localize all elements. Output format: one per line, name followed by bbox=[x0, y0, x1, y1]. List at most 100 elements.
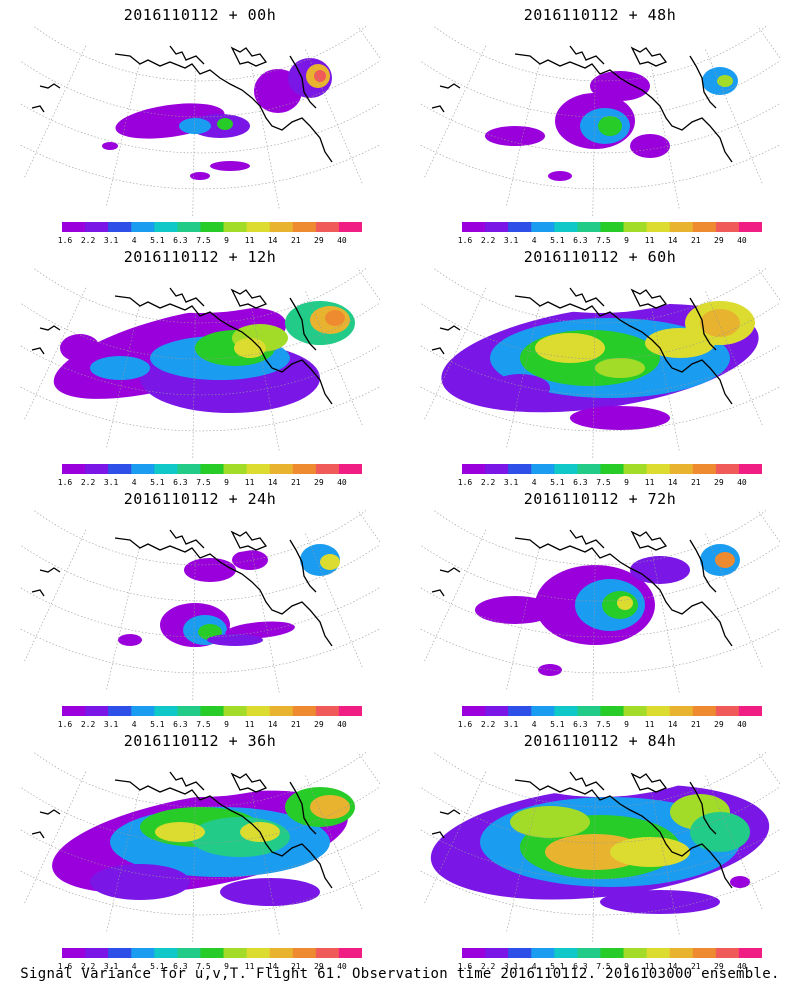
colorbar-tick-label: 7.5 bbox=[196, 720, 211, 729]
latitude-line bbox=[420, 144, 780, 190]
colorbar-swatch bbox=[338, 222, 362, 232]
colorbar-swatch bbox=[738, 948, 762, 958]
colorbar-ticks: 1.6 2.2 3.1 4 5.1 6.3 7.5 9 11 14 21 29 40 bbox=[58, 478, 362, 488]
colorbar-swatch bbox=[508, 948, 532, 958]
meridian-line bbox=[757, 268, 780, 301]
variance-contour bbox=[600, 890, 720, 914]
colorbar-tick-label: 2.2 bbox=[480, 720, 496, 729]
panel-title: 2016110112 + 12h bbox=[123, 248, 277, 266]
colorbar-swatch bbox=[462, 706, 486, 716]
colorbar-tick-label: 40 bbox=[337, 236, 347, 245]
colorbar-swatch bbox=[246, 464, 271, 474]
colorbar-tick-label: 9 bbox=[624, 720, 629, 729]
colorbar-tick-label: 21 bbox=[290, 720, 301, 729]
colorbar-tick-label: 6.3 bbox=[173, 962, 188, 971]
colorbar-tick-label: 40 bbox=[737, 962, 747, 971]
colorbar-swatch bbox=[554, 706, 578, 716]
colorbar-swatch bbox=[669, 464, 694, 474]
latitude-line bbox=[20, 628, 380, 674]
colorbar-tick-label: 3.1 bbox=[103, 962, 119, 971]
colorbar-swatch bbox=[338, 948, 362, 958]
colorbar-swatch bbox=[62, 464, 86, 474]
colorbar-swatch bbox=[623, 948, 648, 958]
colorbar-tick-label: 2.2 bbox=[80, 478, 96, 487]
colorbar-ticks: 1.6 2.2 3.1 4 5.1 6.3 7.5 9 11 14 21 29 40 bbox=[458, 962, 762, 972]
colorbar-swatch bbox=[200, 706, 225, 716]
colorbar-swatch bbox=[692, 706, 717, 716]
meridian-line bbox=[757, 26, 780, 59]
colorbar-tick-label: 29 bbox=[714, 478, 724, 487]
map-plot bbox=[20, 510, 380, 700]
panel-12h: 2016110112 + 12h 1.6 2.2 3.1 4 5.1 6.3 7.5 9 11 1… bbox=[10, 242, 390, 492]
colorbar-tick-label: 3.1 bbox=[103, 478, 119, 487]
signal-field bbox=[475, 544, 740, 676]
colorbar-swatch bbox=[246, 706, 271, 716]
variance-contour bbox=[118, 634, 142, 646]
variance-contour bbox=[690, 812, 750, 852]
colorbar-tick-label: 1.6 bbox=[457, 962, 473, 971]
meridian-line bbox=[357, 268, 380, 301]
coastline bbox=[31, 287, 333, 405]
colorbar-swatch bbox=[554, 948, 578, 958]
colorbar-tick-label: 11 bbox=[244, 478, 255, 487]
map-plot bbox=[420, 510, 780, 700]
variance-contour bbox=[730, 876, 750, 888]
colorbar-swatch bbox=[485, 706, 509, 716]
colorbar-tick-label: 14 bbox=[267, 236, 278, 245]
colorbar-swatch bbox=[269, 222, 294, 232]
colorbar-tick-label: 5.1 bbox=[150, 962, 165, 971]
colorbar-swatch bbox=[646, 706, 671, 716]
variance-contour bbox=[320, 554, 340, 570]
colorbar-swatch bbox=[600, 706, 625, 716]
signal-field bbox=[53, 301, 355, 413]
colorbar-tick-label: 21 bbox=[290, 962, 301, 971]
colorbar-tick-label: 4 bbox=[531, 236, 537, 245]
colorbar-swatch bbox=[462, 948, 486, 958]
coastline bbox=[31, 529, 333, 647]
colorbar-tick-label: 6.3 bbox=[573, 962, 588, 971]
variance-contour bbox=[490, 374, 550, 402]
colorbar-tick-label: 9 bbox=[624, 236, 629, 245]
colorbar-tick-label: 2.2 bbox=[480, 478, 496, 487]
colorbar-tick-label: 4 bbox=[531, 962, 537, 971]
colorbar-swatch bbox=[315, 464, 340, 474]
colorbar-tick-label: 5.1 bbox=[550, 962, 565, 971]
colorbar-tick-label: 11 bbox=[644, 962, 655, 971]
colorbar-tick-label: 11 bbox=[644, 720, 655, 729]
colorbar-tick-label: 29 bbox=[714, 720, 724, 729]
colorbar-tick-label: 6.3 bbox=[173, 478, 188, 487]
colorbar-ticks: 1.6 2.2 3.1 4 5.1 6.3 7.5 9 11 14 21 29 40 bbox=[458, 720, 762, 730]
latitude-line bbox=[420, 60, 780, 118]
colorbar-swatch bbox=[315, 222, 340, 232]
variance-contour bbox=[590, 71, 650, 101]
colorbar-swatch bbox=[646, 464, 671, 474]
colorbar-tick-label: 2.2 bbox=[80, 720, 96, 729]
colorbar-tick-label: 1.6 bbox=[457, 236, 473, 245]
colorbar-tick-label: 9 bbox=[224, 962, 229, 971]
colorbar-tick-label: 21 bbox=[690, 236, 701, 245]
colorbar-tick-label: 5.1 bbox=[150, 478, 165, 487]
colorbar-swatch bbox=[108, 222, 132, 232]
colorbar-tick-label: 4 bbox=[531, 478, 537, 487]
colorbar-tick-label: 21 bbox=[690, 720, 701, 729]
panel-00h: 2016110112 + 00h 1.6 2.2 3.1 4 5.1 6.3 7.5 9 11 1… bbox=[10, 0, 390, 250]
colorbar-swatch bbox=[738, 706, 762, 716]
panel-title: 2016110112 + 36h bbox=[123, 732, 277, 750]
map-plot bbox=[20, 26, 380, 216]
signal-field bbox=[118, 544, 340, 647]
variance-contour bbox=[217, 118, 233, 130]
meridian-line bbox=[23, 529, 87, 663]
variance-contour bbox=[310, 795, 350, 819]
colorbar-swatch bbox=[292, 222, 317, 232]
colorbar-ticks: 1.6 2.2 3.1 4 5.1 6.3 7.5 9 11 14 21 29 40 bbox=[458, 478, 762, 488]
colorbar-swatch bbox=[292, 464, 317, 474]
colorbar-swatch bbox=[62, 948, 86, 958]
colorbar-ticks: 1.6 2.2 3.1 4 5.1 6.3 7.5 9 11 14 21 29 40 bbox=[58, 720, 362, 730]
colorbar-tick-label: 4 bbox=[131, 478, 137, 487]
map-plot bbox=[420, 752, 780, 942]
variance-contour bbox=[485, 126, 545, 146]
colorbar-swatch bbox=[623, 706, 648, 716]
variance-contour bbox=[570, 406, 670, 430]
variance-contour bbox=[220, 878, 320, 906]
colorbar-swatch bbox=[131, 706, 155, 716]
